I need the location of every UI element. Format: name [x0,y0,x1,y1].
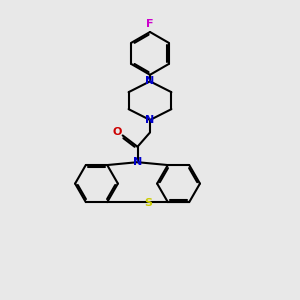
Text: F: F [146,19,154,29]
Text: S: S [144,198,152,208]
Text: N: N [146,115,154,125]
Text: N: N [133,157,142,167]
Text: O: O [112,128,122,137]
Text: N: N [146,76,154,86]
